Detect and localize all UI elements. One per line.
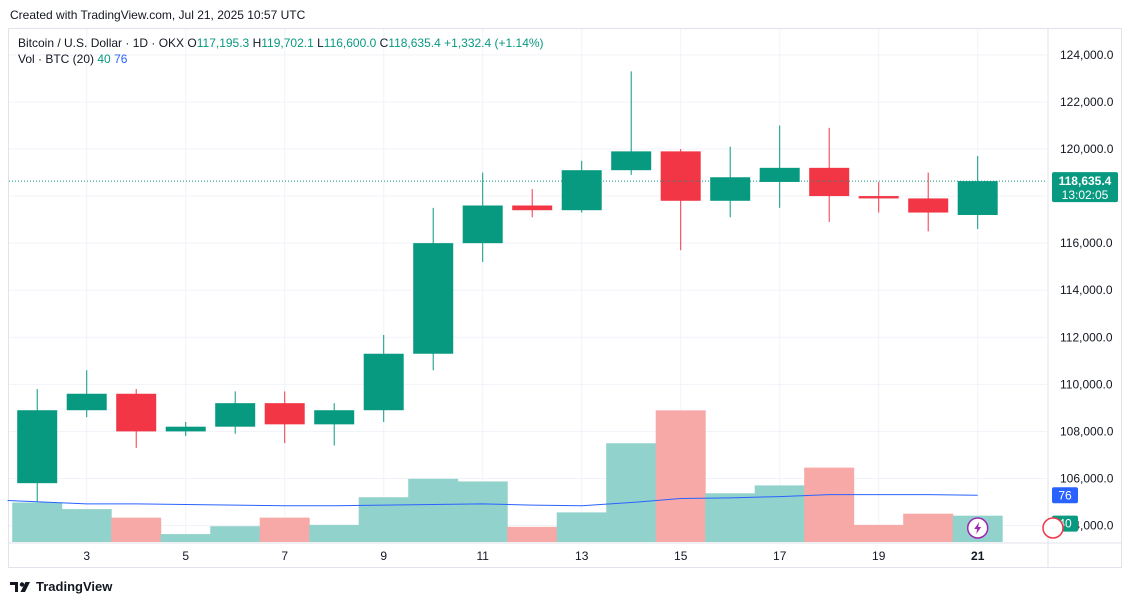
chart-grid [9, 29, 1047, 542]
date-tick-label: 11 [476, 549, 489, 563]
volume-bar [61, 509, 112, 542]
price-tick-label: 108,000.0 [1060, 424, 1114, 438]
candle-body [561, 170, 602, 211]
price-tick-label: 116,000.0 [1060, 236, 1113, 250]
price-tick-label: 110,000.0 [1060, 377, 1113, 391]
candle-body [17, 410, 58, 484]
candle-body [858, 196, 899, 199]
high-value: 119,702.1 [261, 36, 314, 50]
volume-bar [408, 478, 459, 542]
candle-body [215, 403, 256, 427]
open-label: O [187, 36, 197, 50]
candle-body [116, 393, 157, 432]
date-tick-label: 7 [281, 549, 288, 563]
volume-bar [457, 481, 508, 542]
candle-body [759, 167, 800, 182]
change-value: +1,332.4 (+1.14%) [444, 36, 544, 50]
volume-bar [210, 526, 261, 542]
volume-bar [160, 534, 211, 542]
candle-body [264, 403, 305, 425]
volume-bar [111, 517, 162, 542]
tradingview-brand-text: TradingView [36, 579, 113, 594]
date-tick-label: 17 [773, 549, 787, 563]
date-tick-label: 13 [575, 549, 589, 563]
close-label: C [379, 36, 389, 50]
lightning-icon-glyph [974, 522, 982, 534]
date-tick-label: 21 [971, 549, 985, 563]
volume-ma-line [7, 494, 978, 507]
price-tick-label: 124,000.0 [1060, 48, 1114, 62]
countdown-label: 13:02:05 [1062, 188, 1109, 202]
date-tick-label: 15 [674, 549, 688, 563]
volume-value: 40 [97, 52, 111, 66]
last-price-badge [1052, 172, 1118, 203]
last-price-label: 118,635.4 [1059, 174, 1112, 188]
candle-body [363, 353, 404, 411]
volume-bar [804, 467, 855, 542]
candle-body [165, 426, 206, 432]
price-tick-label: 106,000.0 [1060, 471, 1114, 485]
chart-legend: Bitcoin / U.S. Dollar · 1D · OKX O117,19… [18, 35, 544, 67]
tradingview-logo-icon [10, 581, 30, 592]
volume-bar [754, 485, 805, 542]
volume-bar [358, 497, 409, 542]
candle-body [611, 151, 652, 171]
volume-ma-value: 76 [114, 52, 128, 66]
low-value: 116,600.0 [323, 36, 377, 50]
volume-bar [655, 410, 706, 542]
candle-body [413, 243, 454, 354]
volume-legend-row: Vol · BTC (20) 40 76 [18, 51, 544, 67]
candle-body [809, 167, 850, 197]
date-tick-label: 5 [182, 549, 189, 563]
candle-body [957, 181, 998, 216]
close-value: 118,635.4 [388, 36, 441, 50]
open-value: 117,195.3 [196, 36, 250, 50]
volume-ma-badge [1052, 487, 1078, 504]
low-label: L [317, 36, 324, 50]
volume-indicator-label[interactable]: Vol · BTC (20) [18, 52, 95, 66]
volume-pane [7, 410, 1003, 542]
date-tick-label: 19 [872, 549, 886, 563]
candle-body [660, 151, 701, 201]
date-tick-label: 9 [380, 549, 387, 563]
price-tick-label: 122,000.0 [1060, 95, 1114, 109]
created-with-caption: Created with TradingView.com, Jul 21, 20… [10, 8, 306, 22]
candle-body [314, 410, 355, 425]
axes-layer: 104,000.0106,000.0108,000.0110,000.0112,… [9, 29, 1121, 567]
volume-bar [903, 513, 954, 542]
volume-bar [259, 517, 310, 542]
volume-bar [556, 512, 607, 542]
candle-body [462, 205, 503, 244]
volume-bar [606, 443, 657, 542]
candle-body [512, 205, 553, 211]
tradingview-logo[interactable]: TradingView [10, 579, 112, 594]
volume-bar [309, 524, 360, 542]
volume-bar [853, 524, 904, 542]
high-label: H [252, 36, 262, 50]
price-tick-label: 120,000.0 [1060, 142, 1114, 156]
date-tick-label: 3 [83, 549, 90, 563]
volume-bar [507, 526, 558, 542]
candle-body [66, 393, 107, 411]
candle-body [710, 177, 751, 201]
price-tick-label: 114,000.0 [1060, 283, 1113, 297]
volume-bar [12, 502, 63, 542]
candle-body [908, 198, 949, 213]
volume-ma-badge-label: 76 [1058, 488, 1072, 502]
chart-frame[interactable] [8, 28, 1122, 568]
ohlc-legend-row: Bitcoin / U.S. Dollar · 1D · OKX O117,19… [18, 35, 544, 51]
symbol-label[interactable]: Bitcoin / U.S. Dollar · 1D · OKX [18, 36, 185, 50]
candles-layer [9, 71, 1047, 502]
price-tick-label: 112,000.0 [1060, 330, 1113, 344]
earnings-event-icon [1042, 517, 1064, 539]
volume-bar [705, 493, 756, 542]
